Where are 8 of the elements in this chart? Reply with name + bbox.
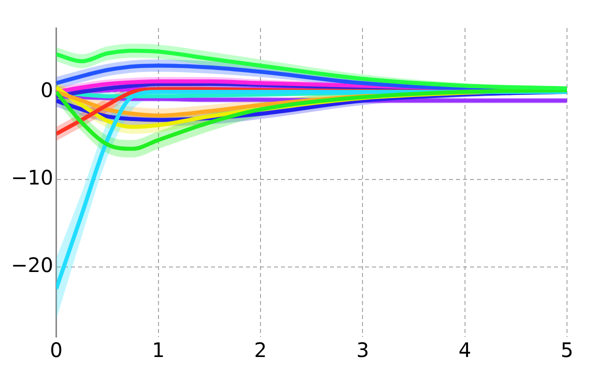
x-tick-label: 1 bbox=[152, 338, 165, 362]
x-tick-label: 2 bbox=[254, 338, 267, 362]
x-tick-label: 3 bbox=[356, 338, 370, 362]
y-tick-label: 0 bbox=[40, 78, 54, 102]
y-tick-label: −10 bbox=[10, 166, 54, 190]
x-tick-label: 5 bbox=[560, 338, 574, 362]
y-tick-label: −20 bbox=[10, 253, 54, 278]
x-tick-label: 4 bbox=[458, 338, 472, 362]
